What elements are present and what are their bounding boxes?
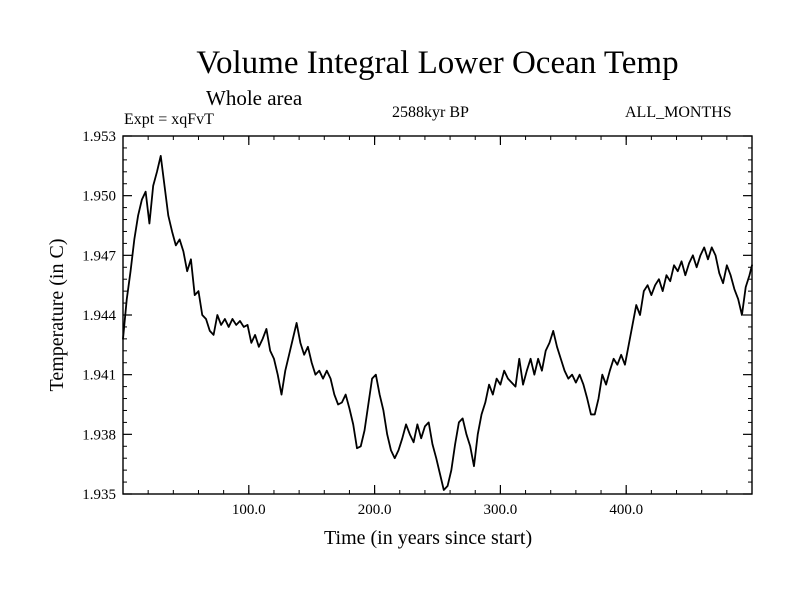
chart-subtitle: Whole area: [206, 86, 303, 110]
x-tick-label: 400.0: [609, 502, 643, 518]
period-label: 2588kyr BP: [392, 104, 469, 121]
y-tick-label: 1.944: [82, 308, 116, 324]
y-tick-label: 1.950: [82, 189, 116, 205]
x-tick-label: 200.0: [358, 502, 392, 518]
y-tick-label: 1.941: [82, 368, 116, 384]
x-tick-label: 300.0: [484, 502, 518, 518]
y-tick-label: 1.947: [82, 248, 116, 264]
y-tick-label: 1.938: [82, 427, 116, 443]
months-label: ALL_MONTHS: [625, 104, 732, 121]
y-tick-label: 1.935: [82, 487, 116, 503]
x-axis-label: Time (in years since start): [324, 527, 533, 549]
chart-title: Volume Integral Lower Ocean Temp: [196, 45, 679, 81]
series-line-temperature: [122, 154, 753, 491]
experiment-label: Expt = xqFvT: [124, 111, 214, 128]
x-tick-label: 100.0: [232, 502, 266, 518]
y-tick-label: 1.953: [82, 129, 116, 145]
